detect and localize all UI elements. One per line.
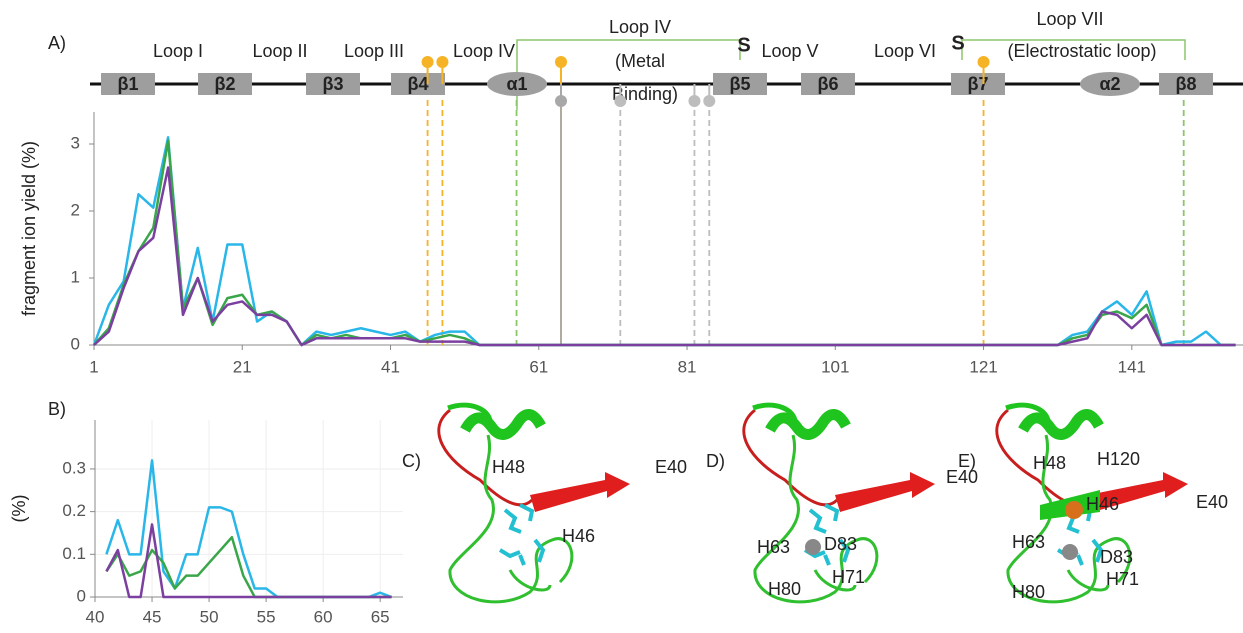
element-label: β4: [408, 74, 429, 94]
metal-ion: [1065, 501, 1083, 519]
structure: [439, 405, 630, 602]
strand: [713, 73, 767, 95]
x-tick-label: 40: [86, 607, 105, 626]
residue-label: E40: [1196, 492, 1228, 512]
y-tick-label: 0: [71, 334, 80, 353]
element-label: α1: [506, 74, 527, 94]
element-label: β3: [323, 74, 344, 94]
panel-label: D): [706, 451, 725, 471]
helix: [1080, 72, 1140, 96]
s-label: S: [737, 34, 750, 56]
loop-label: Loop IV: [609, 17, 671, 37]
y-axis-title: (%): [9, 495, 29, 523]
residue-label: H71: [1106, 569, 1139, 589]
pin-head: [614, 95, 627, 107]
x-tick-label: 55: [257, 607, 276, 626]
residue-label: H63: [1012, 532, 1045, 552]
residue-label: H80: [768, 579, 801, 599]
x-tick-label: 121: [969, 357, 997, 376]
metal-ion: [1062, 544, 1078, 560]
y-axis-title: fragment ion yield (%): [19, 141, 39, 316]
loop-label: (Metal: [615, 51, 665, 71]
pin-head: [688, 95, 701, 107]
metal-ion: [805, 539, 821, 555]
y-tick-label: 2: [71, 200, 80, 219]
x-tick-label: 61: [529, 357, 548, 376]
loop-label: Loop III: [344, 41, 404, 61]
x-tick-label: 21: [233, 357, 252, 376]
loop-label: Loop IV: [453, 41, 515, 61]
pin-head: [555, 56, 568, 68]
residue-label: H46: [1086, 494, 1119, 514]
residue-label: H120: [1097, 449, 1140, 469]
residue-label: H48: [1033, 453, 1066, 473]
strand: [951, 73, 1005, 95]
y-tick-label: 0.2: [62, 501, 86, 520]
y-tick-label: 0.1: [62, 544, 86, 563]
residue-label: D83: [1100, 547, 1133, 567]
residue-label: E40: [655, 457, 687, 477]
element-label: β2: [215, 74, 236, 94]
strand: [198, 73, 252, 95]
strand: [391, 73, 445, 95]
x-tick-label: 65: [371, 607, 390, 626]
y-tick-label: 3: [71, 133, 80, 152]
loop-bracket: [961, 39, 1186, 60]
x-tick-label: 60: [314, 607, 333, 626]
strand: [801, 73, 855, 95]
panel-label: C): [402, 451, 421, 471]
pin-head: [555, 95, 568, 107]
series-line: [105, 459, 393, 599]
pin-head: [977, 56, 990, 68]
x-tick-label: 1: [89, 357, 98, 376]
loop-label: Loop II: [252, 41, 307, 61]
pin-head: [436, 56, 449, 68]
panel-label: A): [48, 33, 66, 53]
x-tick-label: 45: [143, 607, 162, 626]
residue-label: H71: [832, 567, 865, 587]
y-tick-label: 0: [77, 586, 86, 605]
series-line: [92, 136, 1236, 347]
loop-label: (Electrostatic loop): [1007, 41, 1156, 61]
element-label: β7: [968, 74, 989, 94]
residue-label: H48: [492, 457, 525, 477]
element-label: β8: [1176, 74, 1197, 94]
residue-label: H80: [1012, 582, 1045, 602]
strand: [101, 73, 155, 95]
s-label: S: [951, 32, 964, 54]
loop-label: Loop I: [153, 41, 203, 61]
loop-label: Loop VII: [1036, 9, 1103, 29]
element-label: α2: [1099, 74, 1120, 94]
x-tick-label: 101: [821, 357, 849, 376]
residue-label: H46: [562, 526, 595, 546]
residue-label: E40: [946, 467, 978, 487]
pin-head: [703, 95, 716, 107]
y-tick-label: 0.3: [62, 458, 86, 477]
loop-label: Binding): [612, 84, 678, 104]
series-line: [105, 523, 392, 599]
element-label: β6: [818, 74, 839, 94]
residue-label: H63: [757, 537, 790, 557]
strand: [1159, 73, 1213, 95]
pin-head: [421, 56, 434, 68]
residue-label: D83: [824, 534, 857, 554]
loop-label: Loop VI: [874, 41, 936, 61]
strand: [306, 73, 360, 95]
series-line: [93, 166, 1236, 347]
panel-label: B): [48, 399, 66, 419]
panel-label: E): [958, 451, 976, 471]
x-tick-label: 81: [678, 357, 697, 376]
y-tick-label: 1: [71, 267, 80, 286]
x-tick-label: 50: [200, 607, 219, 626]
helix: [487, 72, 547, 96]
element-label: β5: [730, 74, 751, 94]
loop-label: Loop V: [761, 41, 818, 61]
element-label: β1: [118, 74, 139, 94]
topology: β1 β2 β3 β4 α1 β5 β6 β7 α2 β8: [101, 72, 1213, 96]
x-tick-label: 41: [381, 357, 400, 376]
x-tick-label: 141: [1118, 357, 1146, 376]
